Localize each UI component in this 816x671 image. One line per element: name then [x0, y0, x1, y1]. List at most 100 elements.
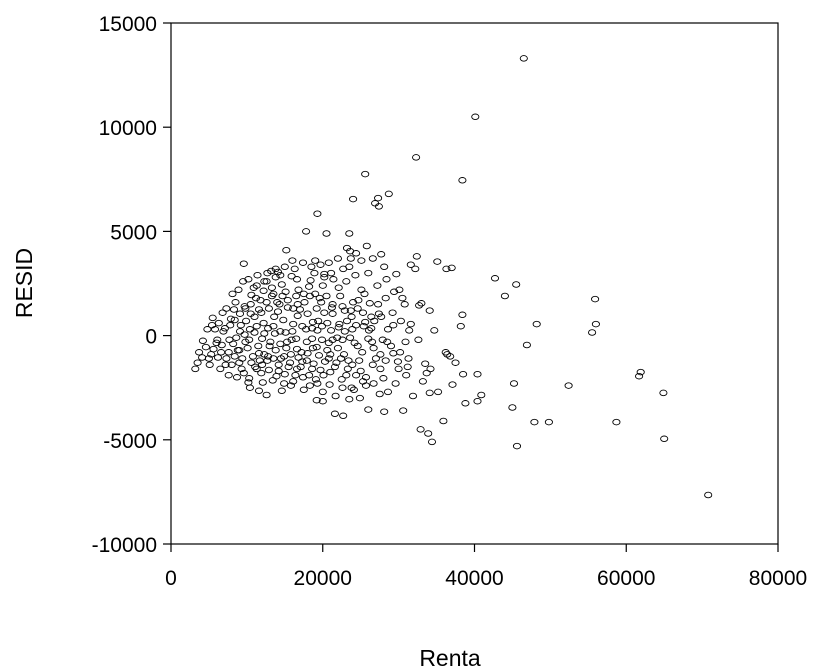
data-point [339, 412, 348, 420]
data-point [364, 335, 373, 342]
data-point [473, 370, 482, 378]
data-point [198, 337, 207, 345]
data-point [244, 276, 253, 283]
data-point [342, 317, 352, 325]
x-axis: 0 20000 40000 60000 80000 [165, 544, 807, 590]
data-point [280, 353, 289, 360]
data-point [362, 242, 371, 250]
data-point [294, 354, 303, 361]
data-point [459, 370, 468, 378]
data-point [287, 272, 296, 280]
data-point [320, 273, 329, 281]
y-tick-label: 15000 [99, 13, 157, 36]
data-point [252, 282, 261, 289]
data-point [298, 374, 308, 381]
data-point [346, 334, 355, 341]
data-point [243, 344, 252, 352]
data-point [345, 230, 354, 237]
data-point [269, 322, 278, 330]
data-point [317, 322, 327, 330]
data-point [289, 320, 298, 328]
data-point [259, 287, 268, 295]
data-point [311, 376, 320, 383]
data-point [229, 306, 239, 313]
data-point [336, 355, 346, 362]
data-point [427, 438, 437, 446]
data-point [232, 334, 241, 341]
data-point [405, 327, 414, 334]
data-point [262, 299, 271, 306]
data-point [461, 400, 470, 407]
data-point [522, 341, 531, 349]
data-point [226, 315, 235, 323]
data-point [198, 354, 207, 361]
data-point [292, 292, 301, 300]
data-point [333, 255, 342, 262]
data-point [490, 275, 500, 282]
data-point [235, 346, 244, 354]
data-point [281, 329, 290, 336]
data-point [245, 384, 254, 391]
data-point [313, 327, 322, 334]
data-point [242, 317, 251, 325]
data-point [509, 380, 519, 387]
data-point [289, 305, 298, 312]
data-point [294, 286, 303, 294]
data-point [329, 276, 338, 283]
data-point [209, 345, 218, 353]
data-point [393, 358, 402, 365]
data-point [308, 335, 317, 342]
data-point [332, 359, 341, 366]
data-point [217, 349, 226, 356]
data-point [305, 283, 314, 290]
data-point [433, 258, 442, 265]
data-point [193, 359, 202, 366]
data-point [298, 322, 307, 330]
data-point [425, 307, 434, 314]
y-tick-label: -10000 [92, 534, 157, 557]
data-point [253, 271, 262, 279]
data-point [421, 360, 430, 367]
data-point [264, 353, 273, 360]
data-point [412, 253, 421, 260]
data-point [335, 320, 344, 328]
y-tick-label: 0 [145, 326, 157, 349]
data-point [353, 342, 362, 350]
data-point [221, 361, 230, 369]
data-point [283, 304, 292, 311]
data-point [659, 389, 668, 397]
data-point [204, 355, 213, 362]
data-point [235, 310, 245, 317]
data-point [377, 251, 386, 258]
data-point [384, 190, 393, 198]
data-point [361, 374, 371, 381]
data-point [418, 378, 427, 385]
data-point [320, 309, 329, 316]
data-point [212, 339, 221, 347]
data-point [314, 352, 324, 359]
data-point [303, 350, 312, 357]
data-point [402, 371, 411, 379]
data-point [239, 369, 248, 377]
data-point [358, 349, 367, 356]
data-point [348, 361, 357, 369]
data-point [323, 319, 332, 327]
data-point [308, 344, 317, 352]
data-point [347, 313, 356, 321]
data-point [330, 363, 339, 371]
data-point [283, 296, 292, 304]
data-point [250, 313, 259, 321]
data-point [312, 343, 321, 351]
data-point [376, 351, 385, 358]
data-point [297, 349, 306, 356]
data-point [288, 328, 297, 335]
data-point [325, 381, 334, 388]
data-point [314, 317, 323, 325]
data-point [591, 295, 600, 303]
data-point [224, 349, 233, 356]
data-point [512, 442, 522, 450]
data-point [291, 371, 300, 379]
data-point [288, 257, 297, 264]
data-point [292, 276, 302, 283]
data-point [268, 377, 277, 384]
